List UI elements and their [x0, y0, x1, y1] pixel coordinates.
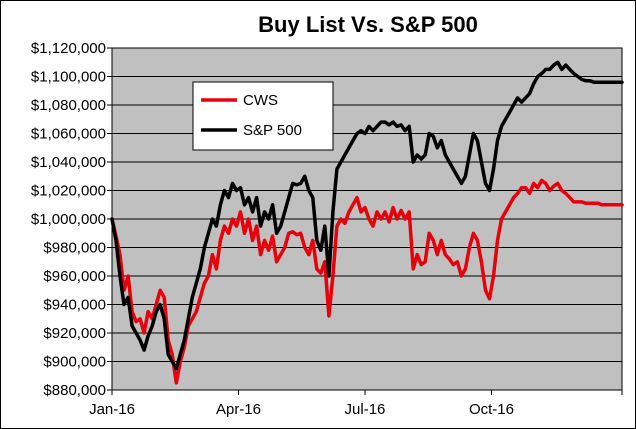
chart-title: Buy List Vs. S&P 500	[258, 12, 478, 37]
y-tick-label: $1,100,000	[31, 69, 106, 86]
y-tick-label: $1,020,000	[31, 183, 106, 200]
y-tick-label: $900,000	[43, 354, 106, 371]
y-tick-label: $1,080,000	[31, 97, 106, 114]
y-tick-label: $1,000,000	[31, 211, 106, 228]
y-tick-label: $1,120,000	[31, 40, 106, 57]
y-tick-label: $920,000	[43, 325, 106, 342]
x-tick-label: Apr-16	[216, 401, 261, 418]
y-tick-label: $1,060,000	[31, 126, 106, 143]
x-tick-label: Jan-16	[89, 401, 135, 418]
legend-box	[192, 81, 334, 151]
legend-label: CWS	[243, 92, 278, 109]
y-tick-label: $1,040,000	[31, 154, 106, 171]
y-tick-label: $940,000	[43, 297, 106, 314]
y-tick-label: $880,000	[43, 382, 106, 399]
x-tick-label: Oct-16	[469, 401, 514, 418]
y-tick-label: $980,000	[43, 240, 106, 257]
y-tick-label: $960,000	[43, 268, 106, 285]
legend-label: S&P 500	[243, 122, 302, 139]
series-line-cws	[110, 178, 624, 385]
legend: CWS S&P 500	[192, 81, 334, 151]
series-line-sp500	[110, 60, 624, 371]
x-tick-label: Jul-16	[345, 401, 386, 418]
